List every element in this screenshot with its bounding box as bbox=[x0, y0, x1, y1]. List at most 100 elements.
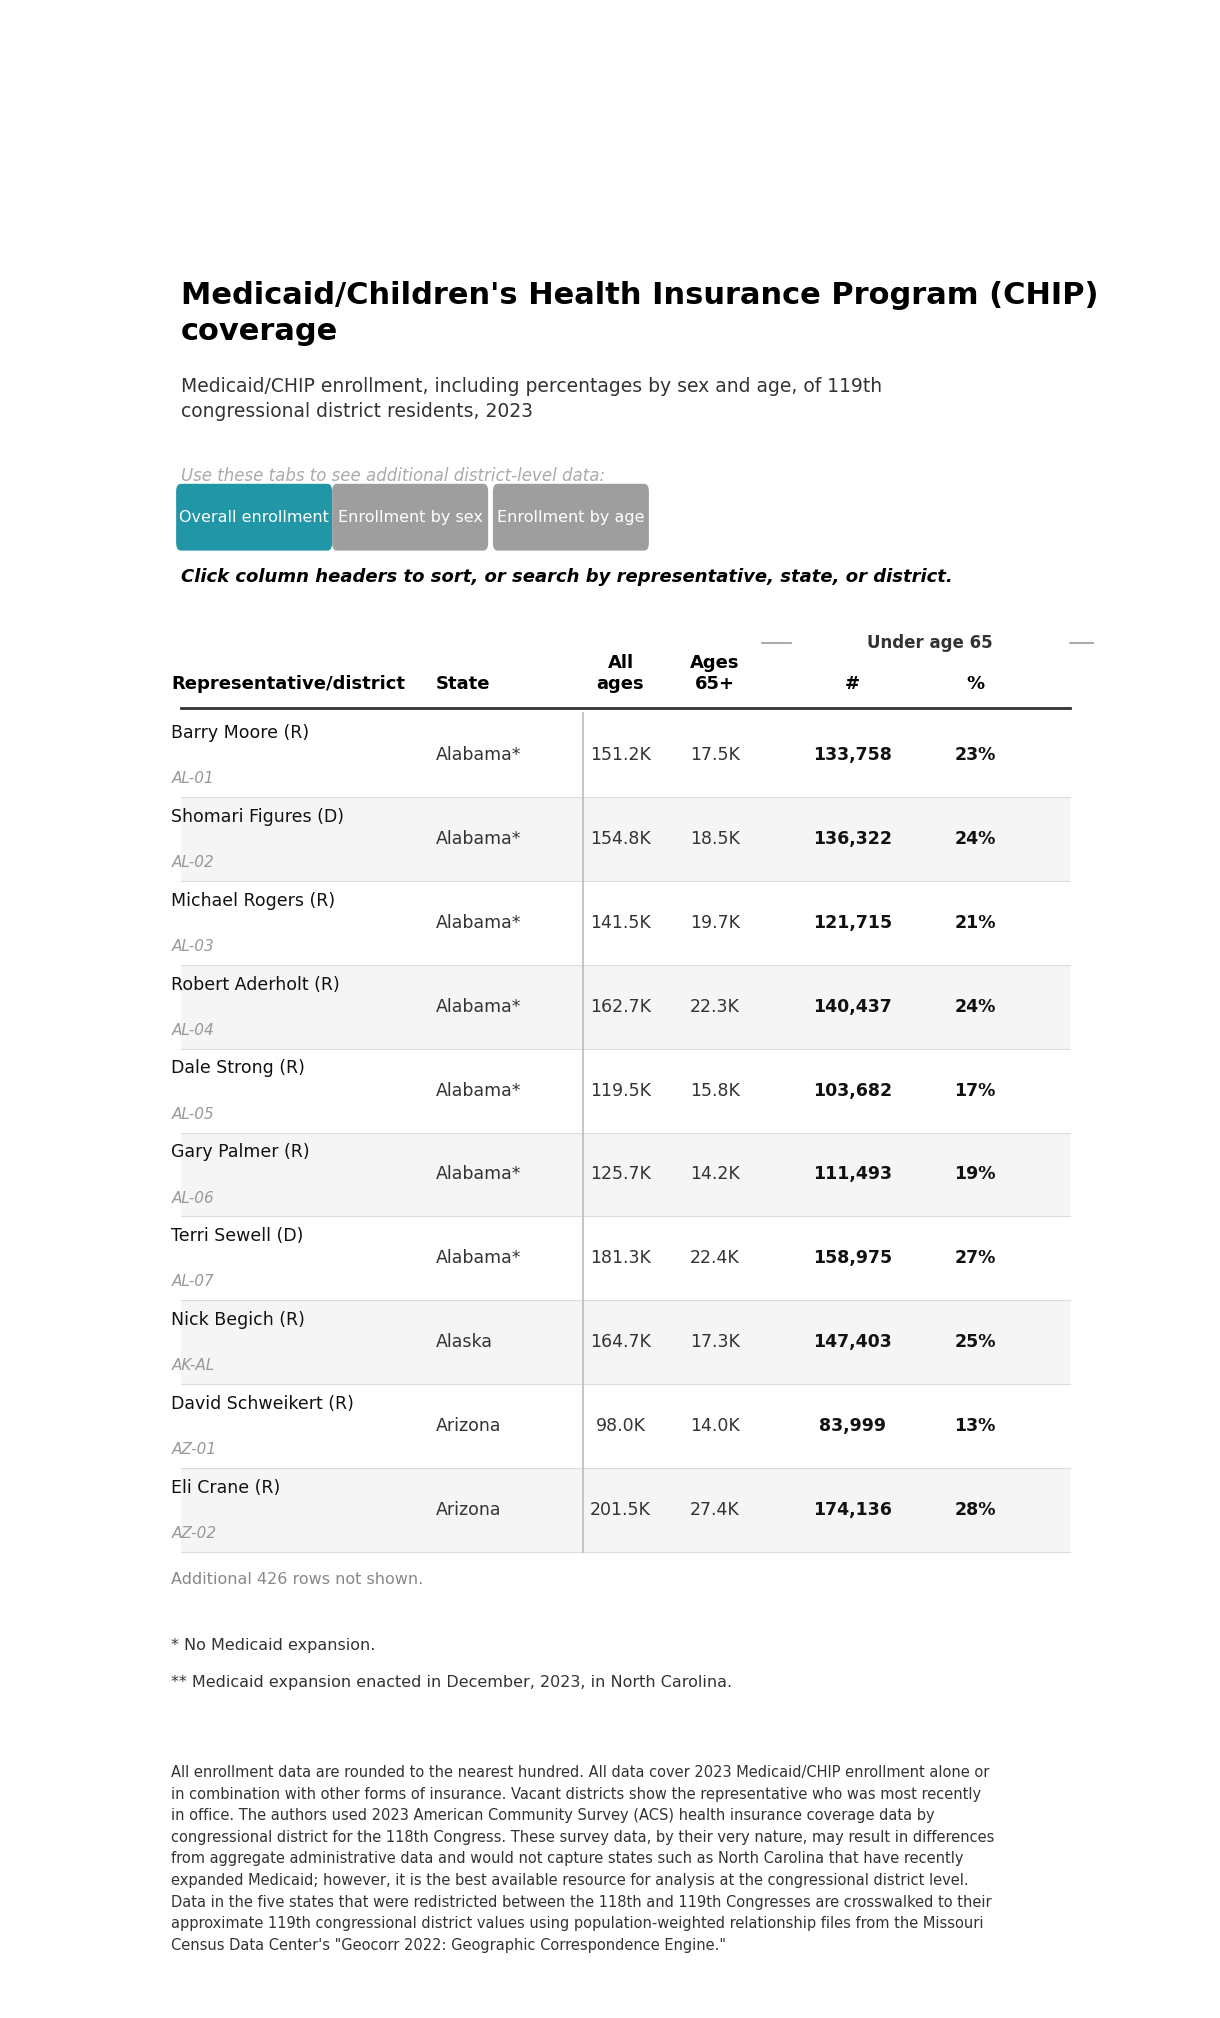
Text: 151.2K: 151.2K bbox=[590, 747, 651, 765]
Text: 23%: 23% bbox=[954, 747, 996, 765]
FancyBboxPatch shape bbox=[176, 484, 332, 551]
Text: Click column headers to sort, or search by representative, state, or district.: Click column headers to sort, or search … bbox=[181, 569, 953, 587]
Text: AL-02: AL-02 bbox=[171, 856, 215, 870]
Text: 22.4K: 22.4K bbox=[691, 1249, 741, 1267]
Bar bbox=[181, 965, 1070, 1049]
Text: AK-AL: AK-AL bbox=[171, 1358, 215, 1374]
Text: Nick Begich (R): Nick Begich (R) bbox=[171, 1312, 305, 1330]
Text: 25%: 25% bbox=[954, 1334, 996, 1352]
Text: All enrollment data are rounded to the nearest hundred. All data cover 2023 Medi: All enrollment data are rounded to the n… bbox=[171, 1766, 994, 1953]
Text: AZ-02: AZ-02 bbox=[171, 1526, 216, 1542]
Text: Robert Aderholt (R): Robert Aderholt (R) bbox=[171, 975, 340, 993]
Bar bbox=[181, 797, 1070, 880]
Text: 21%: 21% bbox=[954, 914, 996, 932]
Text: 181.3K: 181.3K bbox=[590, 1249, 651, 1267]
Text: Michael Rogers (R): Michael Rogers (R) bbox=[171, 892, 336, 910]
Text: 22.3K: 22.3K bbox=[691, 997, 741, 1015]
Text: Shomari Figures (D): Shomari Figures (D) bbox=[171, 807, 344, 825]
Text: 154.8K: 154.8K bbox=[590, 829, 651, 848]
Text: 103,682: 103,682 bbox=[813, 1082, 892, 1100]
Text: AL-06: AL-06 bbox=[171, 1191, 215, 1205]
Text: ** Medicaid expansion enacted in December, 2023, in North Carolina.: ** Medicaid expansion enacted in Decembe… bbox=[171, 1675, 732, 1689]
Text: 19.7K: 19.7K bbox=[691, 914, 741, 932]
Text: 162.7K: 162.7K bbox=[590, 997, 651, 1015]
Text: Gary Palmer (R): Gary Palmer (R) bbox=[171, 1144, 310, 1162]
Bar bbox=[181, 1469, 1070, 1552]
Text: Dale Strong (R): Dale Strong (R) bbox=[171, 1059, 305, 1078]
Text: AL-04: AL-04 bbox=[171, 1023, 215, 1037]
Text: 121,715: 121,715 bbox=[813, 914, 892, 932]
Text: Alabama*: Alabama* bbox=[437, 747, 522, 765]
Bar bbox=[181, 1132, 1070, 1217]
Text: 111,493: 111,493 bbox=[813, 1166, 892, 1183]
Bar bbox=[181, 1049, 1070, 1132]
Text: Alabama*: Alabama* bbox=[437, 1082, 522, 1100]
Text: 18.5K: 18.5K bbox=[691, 829, 741, 848]
Text: 83,999: 83,999 bbox=[819, 1417, 886, 1435]
FancyBboxPatch shape bbox=[493, 484, 649, 551]
FancyBboxPatch shape bbox=[332, 484, 488, 551]
Text: 28%: 28% bbox=[954, 1501, 996, 1520]
Text: 98.0K: 98.0K bbox=[595, 1417, 645, 1435]
Text: Overall enrollment: Overall enrollment bbox=[179, 511, 329, 525]
Text: Enrollment by age: Enrollment by age bbox=[497, 511, 644, 525]
Text: AL-03: AL-03 bbox=[171, 938, 215, 955]
Text: 15.8K: 15.8K bbox=[691, 1082, 741, 1100]
Bar bbox=[181, 1384, 1070, 1469]
Text: All
ages: All ages bbox=[597, 654, 644, 692]
Text: Alaska: Alaska bbox=[437, 1334, 493, 1352]
Text: Additional 426 rows not shown.: Additional 426 rows not shown. bbox=[171, 1572, 423, 1588]
Text: Alabama*: Alabama* bbox=[437, 829, 522, 848]
Bar bbox=[181, 712, 1070, 797]
Text: Eli Crane (R): Eli Crane (R) bbox=[171, 1479, 281, 1497]
Text: 13%: 13% bbox=[954, 1417, 996, 1435]
Text: AZ-01: AZ-01 bbox=[171, 1443, 216, 1457]
Text: 27%: 27% bbox=[954, 1249, 996, 1267]
Text: 140,437: 140,437 bbox=[813, 997, 892, 1015]
Text: 14.2K: 14.2K bbox=[691, 1166, 741, 1183]
Text: Representative/district: Representative/district bbox=[171, 674, 405, 692]
Text: David Schweikert (R): David Schweikert (R) bbox=[171, 1394, 354, 1413]
Bar bbox=[181, 880, 1070, 965]
Text: 24%: 24% bbox=[954, 829, 996, 848]
Text: 17.5K: 17.5K bbox=[691, 747, 741, 765]
Text: 125.7K: 125.7K bbox=[590, 1166, 651, 1183]
Text: Barry Moore (R): Barry Moore (R) bbox=[171, 724, 310, 743]
Text: Medicaid/CHIP enrollment, including percentages by sex and age, of 119th
congres: Medicaid/CHIP enrollment, including perc… bbox=[181, 377, 882, 422]
Text: Alabama*: Alabama* bbox=[437, 997, 522, 1015]
Text: Medicaid/Children's Health Insurance Program (CHIP)
coverage: Medicaid/Children's Health Insurance Pro… bbox=[181, 281, 1098, 345]
Text: 133,758: 133,758 bbox=[813, 747, 892, 765]
Text: AL-01: AL-01 bbox=[171, 771, 215, 787]
Text: 24%: 24% bbox=[954, 997, 996, 1015]
Text: AL-07: AL-07 bbox=[171, 1275, 215, 1290]
Text: Alabama*: Alabama* bbox=[437, 914, 522, 932]
Text: 136,322: 136,322 bbox=[813, 829, 892, 848]
Bar bbox=[181, 1217, 1070, 1300]
Text: 119.5K: 119.5K bbox=[590, 1082, 651, 1100]
Text: Alabama*: Alabama* bbox=[437, 1249, 522, 1267]
Text: 147,403: 147,403 bbox=[813, 1334, 892, 1352]
Text: AL-05: AL-05 bbox=[171, 1106, 215, 1122]
Text: Under age 65: Under age 65 bbox=[867, 634, 993, 652]
Text: 17.3K: 17.3K bbox=[691, 1334, 741, 1352]
Text: 14.0K: 14.0K bbox=[691, 1417, 741, 1435]
Text: Use these tabs to see additional district-level data:: Use these tabs to see additional distric… bbox=[181, 468, 605, 486]
Text: Alabama*: Alabama* bbox=[437, 1166, 522, 1183]
Text: %: % bbox=[966, 674, 985, 692]
Text: Arizona: Arizona bbox=[437, 1417, 501, 1435]
Text: 201.5K: 201.5K bbox=[590, 1501, 651, 1520]
Text: * No Medicaid expansion.: * No Medicaid expansion. bbox=[171, 1637, 376, 1653]
Text: 17%: 17% bbox=[954, 1082, 996, 1100]
Bar bbox=[181, 1300, 1070, 1384]
Text: 174,136: 174,136 bbox=[813, 1501, 892, 1520]
Text: Arizona: Arizona bbox=[437, 1501, 501, 1520]
Text: 27.4K: 27.4K bbox=[691, 1501, 741, 1520]
Text: Ages
65+: Ages 65+ bbox=[691, 654, 739, 692]
Text: 158,975: 158,975 bbox=[813, 1249, 892, 1267]
Text: 19%: 19% bbox=[954, 1166, 996, 1183]
Text: State: State bbox=[437, 674, 490, 692]
Text: 164.7K: 164.7K bbox=[590, 1334, 651, 1352]
Text: Terri Sewell (D): Terri Sewell (D) bbox=[171, 1227, 304, 1245]
Text: #: # bbox=[844, 674, 860, 692]
Text: 141.5K: 141.5K bbox=[590, 914, 651, 932]
